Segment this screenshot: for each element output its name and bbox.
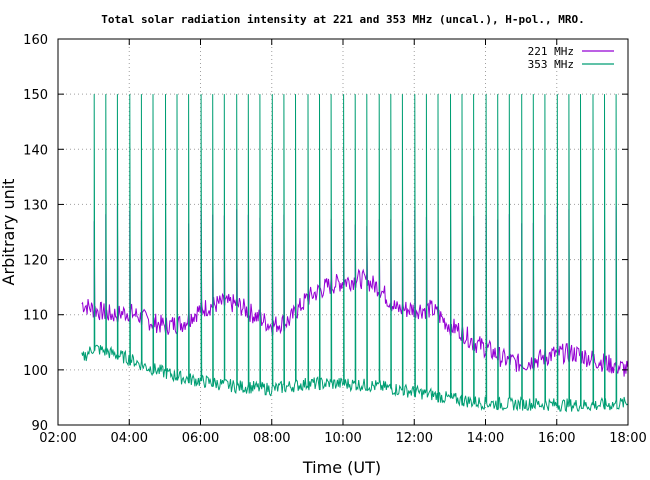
grid [58,39,628,425]
x-tick-label: 10:00 [324,431,361,446]
y-tick-label: 140 [23,143,48,158]
x-tick-label: 04:00 [111,431,148,446]
y-tick-label: 110 [23,309,48,324]
chart-title: Total solar radiation intensity at 221 a… [101,13,584,26]
series-layer [81,94,629,413]
x-axis-label: Time (UT) [302,458,381,477]
x-tick-label: 12:00 [396,431,433,446]
y-tick-label: 130 [23,198,48,213]
y-tick-label: 120 [23,254,48,269]
y-tick-label: 90 [31,419,48,434]
legend-label: 353 MHz [528,58,574,71]
x-tick-label: 16:00 [538,431,575,446]
x-tick-label: 14:00 [467,431,504,446]
x-tick-label: 06:00 [182,431,219,446]
y-tick-label: 100 [23,364,48,379]
x-tick-label: 08:00 [253,431,290,446]
y-axis-label: Arbitrary unit [0,179,18,286]
y-tick-label: 160 [23,33,48,48]
x-tick-label: 02:00 [39,431,76,446]
x-tick-label: 18:00 [609,431,646,446]
y-tick-label: 150 [23,88,48,103]
series-line [81,94,629,413]
legend-label: 221 MHz [528,45,574,58]
ticks: 90 100 110 120 130 140 150 160 02:00 04:00 06:00 08… [23,33,647,446]
